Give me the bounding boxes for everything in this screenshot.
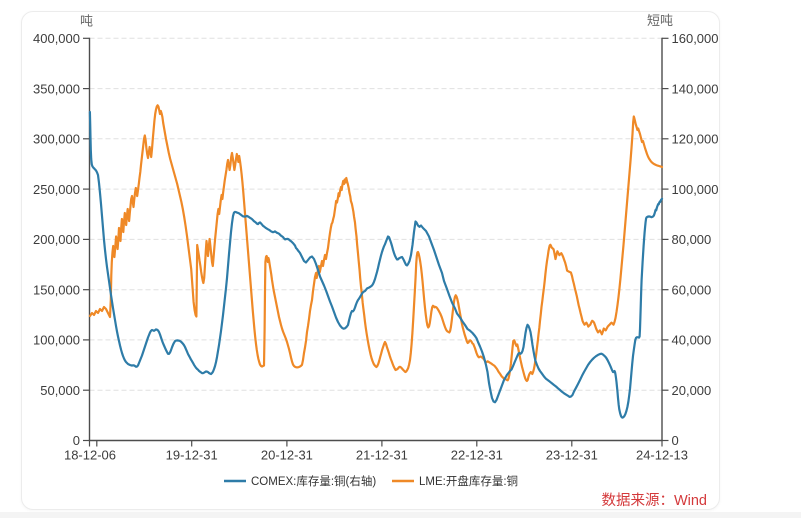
svg-text:0: 0 bbox=[73, 433, 80, 448]
svg-text:20-12-31: 20-12-31 bbox=[261, 448, 313, 463]
svg-text:20,000: 20,000 bbox=[672, 383, 712, 398]
svg-text:100,000: 100,000 bbox=[672, 182, 719, 197]
svg-text:160,000: 160,000 bbox=[672, 31, 719, 46]
svg-text:250,000: 250,000 bbox=[33, 182, 80, 197]
svg-text:150,000: 150,000 bbox=[33, 282, 80, 297]
svg-text:400,000: 400,000 bbox=[33, 31, 80, 46]
svg-text:120,000: 120,000 bbox=[672, 132, 719, 147]
svg-text:数据来源：Wind: 数据来源：Wind bbox=[601, 492, 707, 509]
svg-text:350,000: 350,000 bbox=[33, 81, 80, 96]
svg-text:0: 0 bbox=[672, 433, 679, 448]
svg-text:LME:开盘库存量:铜: LME:开盘库存量:铜 bbox=[419, 474, 518, 488]
svg-text:80,000: 80,000 bbox=[672, 232, 712, 247]
svg-text:21-12-31: 21-12-31 bbox=[356, 448, 408, 463]
svg-text:19-12-31: 19-12-31 bbox=[166, 448, 218, 463]
svg-text:300,000: 300,000 bbox=[33, 132, 80, 147]
svg-text:18-12-06: 18-12-06 bbox=[64, 448, 116, 463]
svg-text:24-12-13: 24-12-13 bbox=[636, 448, 688, 463]
svg-text:50,000: 50,000 bbox=[40, 383, 80, 398]
svg-text:140,000: 140,000 bbox=[672, 81, 719, 96]
svg-text:60,000: 60,000 bbox=[672, 282, 712, 297]
svg-text:吨: 吨 bbox=[80, 14, 93, 29]
svg-text:200,000: 200,000 bbox=[33, 232, 80, 247]
svg-text:40,000: 40,000 bbox=[672, 333, 712, 348]
svg-text:23-12-31: 23-12-31 bbox=[546, 448, 598, 463]
svg-text:短吨: 短吨 bbox=[647, 13, 673, 28]
svg-text:100,000: 100,000 bbox=[33, 333, 80, 348]
svg-text:22-12-31: 22-12-31 bbox=[451, 448, 503, 463]
svg-text:COMEX:库存量:铜(右轴): COMEX:库存量:铜(右轴) bbox=[251, 474, 376, 488]
